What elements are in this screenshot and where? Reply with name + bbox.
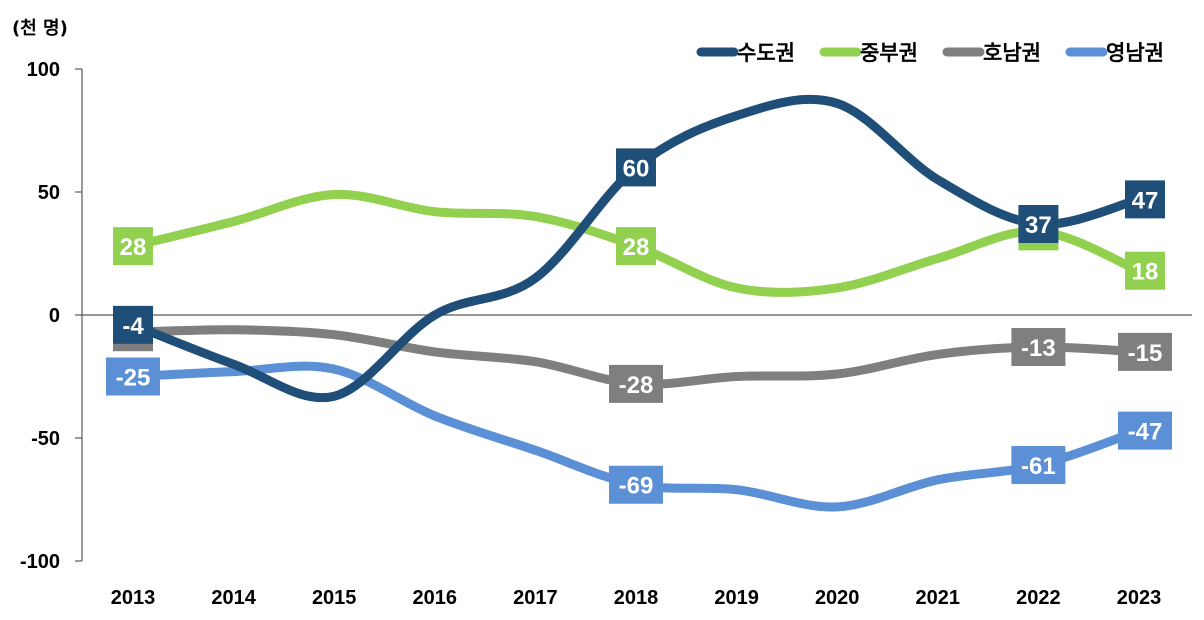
data-label: 60 xyxy=(623,155,650,182)
data-label-box xyxy=(609,364,663,403)
legend-label: 수도권 xyxy=(737,41,795,65)
data-label: -61 xyxy=(1021,453,1056,480)
x-tick-label: 2016 xyxy=(413,587,458,609)
x-tick-label: 2018 xyxy=(614,587,659,609)
x-tick-label: 2017 xyxy=(513,587,558,609)
data-label-box xyxy=(113,305,153,344)
x-tick-label: 2023 xyxy=(1117,587,1162,609)
x-tick-label: 2020 xyxy=(815,587,860,609)
data-label: 47 xyxy=(1132,187,1159,214)
data-label-box xyxy=(1125,251,1165,290)
x-tick-label: 2021 xyxy=(916,587,961,609)
y-tick-label: -50 xyxy=(31,428,60,450)
data-label: -15 xyxy=(1128,340,1163,367)
y-tick-label: 50 xyxy=(38,182,60,204)
data-label-box xyxy=(113,227,153,266)
x-tick-label: 2019 xyxy=(714,587,759,609)
legend-label: 호남권 xyxy=(983,41,1041,65)
x-tick-label: 2013 xyxy=(111,587,156,609)
data-label-box xyxy=(1018,204,1059,243)
data-label: -28 xyxy=(619,372,654,399)
data-label: -69 xyxy=(619,473,654,500)
y-tick-label: 100 xyxy=(27,59,60,81)
x-tick-label: 2022 xyxy=(1016,587,1061,609)
y-tick-label: -100 xyxy=(20,551,60,573)
data-label: 28 xyxy=(120,234,147,261)
data-label-box xyxy=(1118,411,1172,450)
y-unit-label: (천 명) xyxy=(12,18,68,39)
data-label: 37 xyxy=(1025,212,1052,239)
data-label-box xyxy=(106,357,160,396)
data-label-box xyxy=(1011,446,1066,485)
data-label-box xyxy=(616,227,656,266)
y-tick-label: 0 xyxy=(49,305,60,327)
axes: 100 50 0 -50 -100 2013 2014 2015 2016 2017 2018 201… xyxy=(20,59,1192,609)
data-label: -4 xyxy=(122,313,144,340)
data-label-box xyxy=(1118,332,1172,371)
data-label: 18 xyxy=(1132,259,1159,286)
data-label: -47 xyxy=(1128,419,1163,446)
data-label-box xyxy=(616,148,656,187)
legend-label: 중부권 xyxy=(860,41,918,65)
data-label-box xyxy=(1011,327,1066,366)
data-label: -25 xyxy=(116,365,151,392)
data-label: 28 xyxy=(623,234,650,261)
legend: 수도권 중부권 호남권 영남권 xyxy=(696,41,1164,65)
data-label: -13 xyxy=(1021,335,1056,362)
legend-label: 영남권 xyxy=(1106,41,1164,65)
data-label-box xyxy=(609,465,663,504)
data-label-box xyxy=(1125,180,1165,219)
x-tick-label: 2015 xyxy=(312,587,357,609)
x-tick-label: 2014 xyxy=(211,587,256,609)
